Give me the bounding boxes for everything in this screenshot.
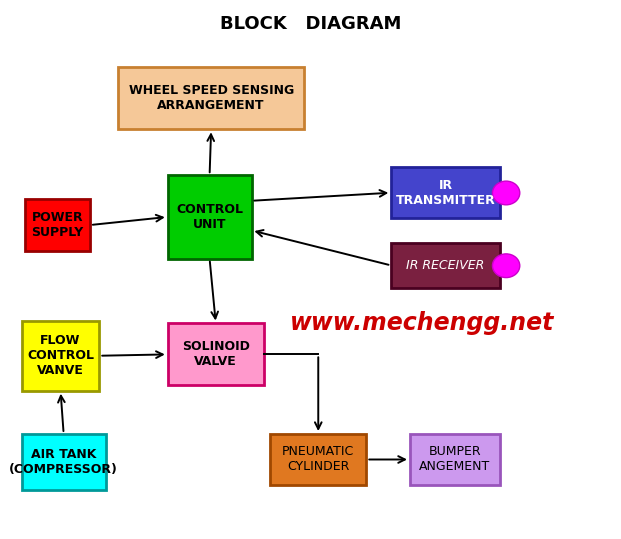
Bar bbox=[25, 199, 90, 251]
Bar bbox=[168, 323, 264, 385]
Circle shape bbox=[492, 181, 520, 205]
Bar bbox=[410, 434, 500, 485]
Text: IR
TRANSMITTER: IR TRANSMITTER bbox=[396, 179, 496, 206]
Text: IR RECEIVER: IR RECEIVER bbox=[406, 259, 485, 272]
Text: AIR TANK
(COMPRESSOR): AIR TANK (COMPRESSOR) bbox=[9, 448, 118, 476]
Circle shape bbox=[492, 254, 520, 278]
Bar bbox=[391, 167, 500, 218]
Text: FLOW
CONTROL
VANVE: FLOW CONTROL VANVE bbox=[27, 334, 94, 377]
Bar bbox=[391, 243, 500, 288]
Text: BLOCK   DIAGRAM: BLOCK DIAGRAM bbox=[220, 15, 401, 33]
Text: BUMPER
ANGEMENT: BUMPER ANGEMENT bbox=[419, 446, 491, 473]
Bar bbox=[22, 321, 99, 391]
Text: PNEUMATIC
CYLINDER: PNEUMATIC CYLINDER bbox=[282, 446, 355, 473]
Text: SOLINOID
VALVE: SOLINOID VALVE bbox=[182, 341, 250, 368]
Text: www.mechengg.net: www.mechengg.net bbox=[290, 312, 555, 335]
Bar bbox=[270, 434, 366, 485]
Text: POWER
SUPPLY: POWER SUPPLY bbox=[31, 211, 84, 239]
Bar bbox=[22, 434, 106, 490]
Text: WHEEL SPEED SENSING
ARRANGEMENT: WHEEL SPEED SENSING ARRANGEMENT bbox=[129, 85, 294, 112]
Bar bbox=[168, 175, 252, 259]
Bar bbox=[118, 67, 304, 129]
Text: CONTROL
UNIT: CONTROL UNIT bbox=[176, 203, 243, 231]
